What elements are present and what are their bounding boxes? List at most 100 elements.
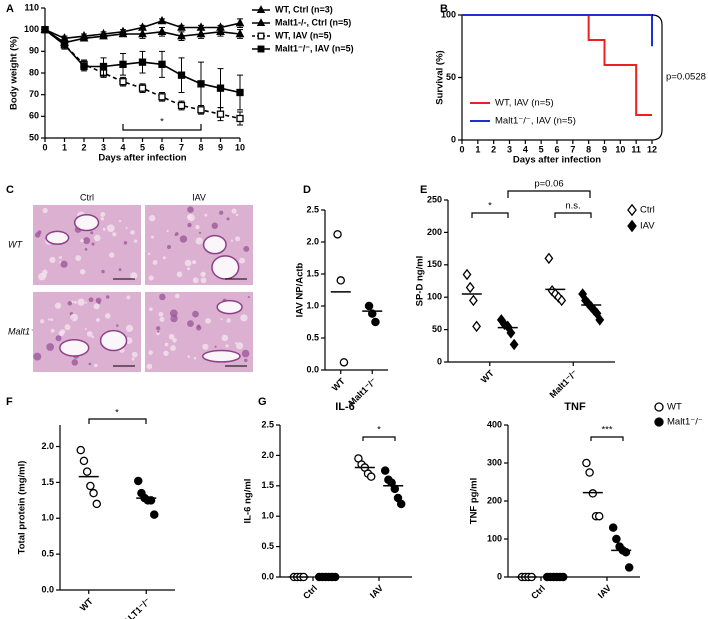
tissue-texture <box>158 311 164 317</box>
tissue-texture <box>241 349 250 358</box>
data-point <box>371 317 380 327</box>
tissue-texture <box>147 252 151 256</box>
y-tick-label: 1.5 <box>261 480 274 490</box>
data-point <box>138 84 147 92</box>
annotation: * <box>488 201 492 212</box>
data-point <box>236 114 244 123</box>
tissue-texture <box>148 275 154 281</box>
y-axis-label: Total protein (mg/ml) <box>17 461 28 555</box>
legend-label: WT, Ctrl (n=3) <box>275 4 333 14</box>
y-tick-label: 50 <box>29 132 39 142</box>
x-tick-label: IAV <box>596 583 613 600</box>
data-point <box>133 476 143 486</box>
airway <box>73 213 100 232</box>
y-tick-label: 2.0 <box>41 441 54 451</box>
data-point <box>158 60 166 68</box>
x-tick-label: 3 <box>507 144 512 154</box>
tissue-texture <box>95 297 102 304</box>
data-point <box>595 314 605 326</box>
y-tick-label: 2.0 <box>306 236 319 246</box>
data-point <box>138 28 147 38</box>
data-point <box>79 456 89 466</box>
y-tick-label: 50 <box>432 324 442 334</box>
tissue-texture <box>149 214 156 222</box>
x-tick-label: 2 <box>491 144 496 154</box>
tissue-texture <box>131 357 135 361</box>
tissue-texture <box>131 351 138 358</box>
tissue-texture <box>42 207 48 214</box>
tissue-texture <box>130 272 138 280</box>
legend-label: Malt1⁻/⁻, IAV (n=5) <box>495 116 576 127</box>
tissue-texture <box>64 324 71 331</box>
chart-title: IL-6 <box>335 401 355 413</box>
legend-marker <box>654 417 664 427</box>
tissue-texture <box>84 248 88 251</box>
y-tick-label: 2.5 <box>306 204 319 214</box>
annotation: p=0.0528 <box>666 72 706 83</box>
tissue-texture <box>235 213 239 217</box>
significance-bracket <box>507 190 591 198</box>
x-tick-label: 4 <box>523 144 528 154</box>
data-point <box>465 281 475 294</box>
x-tick-label: 9 <box>602 144 607 154</box>
x-tick-label: 7 <box>570 144 575 154</box>
data-point <box>216 110 225 118</box>
y-tick-label: 80 <box>29 67 39 77</box>
y-axis-label: SP-D ng/ml <box>415 256 426 307</box>
x-tick-label: 6 <box>554 144 559 154</box>
legend-label: Malt1⁻/⁻ <box>667 417 703 428</box>
tissue-texture <box>148 350 153 355</box>
x-tick-label: WT <box>78 596 95 613</box>
data-point <box>462 268 472 281</box>
data-point <box>177 22 186 31</box>
x-tick-label: 6 <box>159 142 164 152</box>
data-point <box>92 499 102 509</box>
tissue-texture <box>226 217 230 221</box>
tissue-texture <box>100 212 106 218</box>
tissue-texture <box>74 300 77 304</box>
data-point <box>364 301 374 311</box>
tissue-texture <box>196 325 202 331</box>
airway <box>202 234 227 255</box>
data-point <box>216 26 225 36</box>
significance-bracket <box>554 212 592 218</box>
tissue-texture <box>40 319 45 324</box>
tissue-texture <box>88 297 94 303</box>
chart-title: TNF <box>564 401 586 413</box>
legend-label: IAV <box>640 221 655 232</box>
panel-letter: G <box>258 396 267 408</box>
x-tick-label: 0 <box>459 144 464 154</box>
tissue-texture <box>118 268 122 272</box>
tissue-texture <box>243 245 250 252</box>
tissue-texture <box>192 277 199 284</box>
tissue-texture <box>163 350 169 357</box>
tissue-texture <box>156 331 160 336</box>
annotation: * <box>115 408 119 419</box>
data-point <box>608 523 618 532</box>
tissue-texture <box>100 217 104 221</box>
data-point <box>236 88 244 97</box>
data-point <box>216 84 225 92</box>
tissue-texture <box>118 220 122 223</box>
data-point <box>158 93 166 101</box>
data-point <box>339 358 349 367</box>
y-tick-label: 1.0 <box>41 513 54 523</box>
tissue-texture <box>101 269 105 274</box>
y-tick-label: 2.5 <box>261 419 274 429</box>
data-point <box>197 106 205 114</box>
tissue-texture <box>195 224 200 230</box>
panel-letter: A <box>6 3 14 15</box>
tissue-texture <box>157 330 160 333</box>
tissue-texture <box>168 333 175 340</box>
tissue-texture <box>105 295 110 299</box>
tissue-texture <box>60 260 68 268</box>
annotation: *** <box>601 425 612 436</box>
data-point <box>60 41 69 49</box>
data-point <box>544 252 554 265</box>
tissue-texture <box>130 230 135 235</box>
y-tick-label: 1.5 <box>41 477 54 487</box>
data-point <box>157 26 167 36</box>
data-point <box>196 28 206 38</box>
legend-label: Malt1-/-, Ctrl (n=5) <box>275 17 351 27</box>
